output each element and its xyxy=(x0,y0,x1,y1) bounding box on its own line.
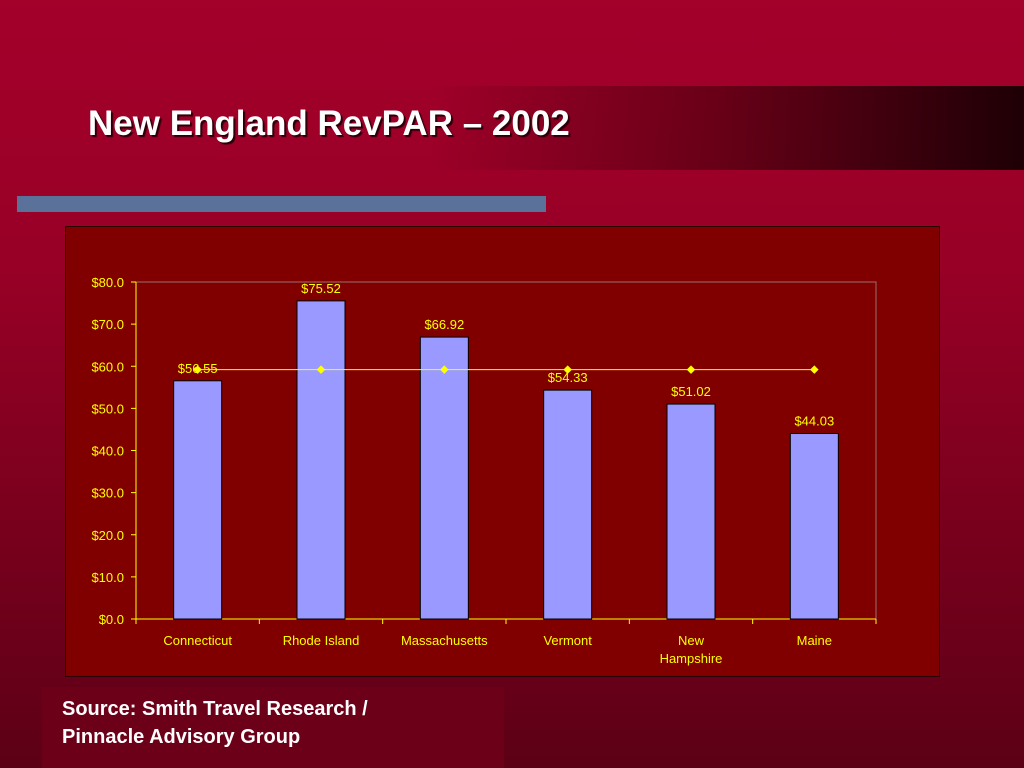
source-line-2: Pinnacle Advisory Group xyxy=(62,726,301,748)
x-category-label: Connecticut xyxy=(163,633,232,648)
y-tick-label: $50.0 xyxy=(91,401,124,416)
data-label: $66.92 xyxy=(424,317,464,332)
source-box xyxy=(42,687,504,768)
average-marker xyxy=(440,365,449,374)
y-tick-label: $70.0 xyxy=(91,317,124,332)
y-tick-label: $20.0 xyxy=(91,528,124,543)
x-category-label: Massachusetts xyxy=(401,633,488,648)
source-text: Source: Smith Travel Research / Pinnacle… xyxy=(62,695,482,751)
x-category-label: Vermont xyxy=(543,633,592,648)
chart-frame: $0.0 $10.0 $20.0 $30.0 $40.0 $50.0 $60.0 $70.0 $… xyxy=(65,226,940,677)
bar-massachusetts xyxy=(419,336,469,620)
title-band xyxy=(0,86,1024,170)
average-marker xyxy=(686,365,696,374)
data-label: $75.52 xyxy=(301,281,341,296)
bar-connecticut xyxy=(173,380,223,620)
average-marker xyxy=(193,365,202,374)
source-line-1: Source: Smith Travel Research / xyxy=(62,698,368,720)
bar-vermont xyxy=(543,389,593,620)
x-category-label: Hampshire xyxy=(660,651,723,666)
x-category-label: Rhode Island xyxy=(283,633,360,648)
data-label: $54.33 xyxy=(548,370,588,385)
data-label: $51.02 xyxy=(671,384,711,399)
bar-new-hampshire xyxy=(666,403,716,620)
data-label: $44.03 xyxy=(794,414,834,429)
y-tick-label: $80.0 xyxy=(91,275,124,290)
plot-area xyxy=(135,281,877,620)
revpar-bar-chart: $0.0 $10.0 $20.0 $30.0 $40.0 $50.0 $60.0 $70.0 $… xyxy=(91,275,877,666)
x-category-label: New xyxy=(678,633,705,648)
slide-title: New England RevPAR – 2002 xyxy=(88,104,570,143)
bar-maine xyxy=(789,433,839,620)
data-label: $56.55 xyxy=(178,361,218,376)
average-marker xyxy=(316,365,326,374)
bar-rhode-island xyxy=(296,300,346,620)
x-category-label: Maine xyxy=(797,633,832,648)
y-tick-label: $60.0 xyxy=(91,359,124,374)
accent-bar xyxy=(17,196,546,212)
y-tick-label: $30.0 xyxy=(91,486,124,501)
average-marker xyxy=(810,365,819,374)
y-tick-label: $40.0 xyxy=(91,444,124,459)
y-tick-label: $0.0 xyxy=(99,612,124,627)
y-tick-label: $10.0 xyxy=(91,570,124,585)
average-marker xyxy=(563,365,572,374)
